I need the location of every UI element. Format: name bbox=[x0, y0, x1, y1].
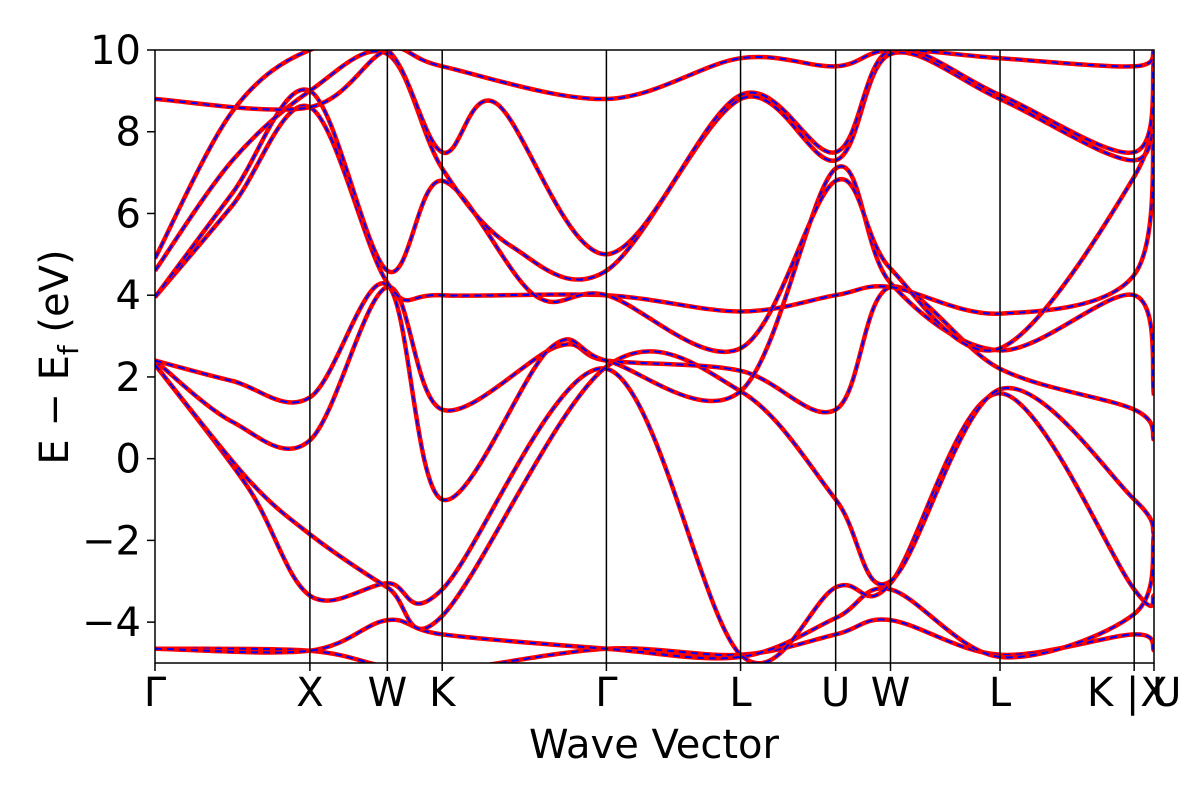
y-axis-title: E − Ef (eV) bbox=[32, 249, 85, 464]
y-tick-label-1: −2 bbox=[82, 518, 141, 564]
x-tick-label-0: Γ bbox=[144, 670, 167, 716]
y-tick-label-5: 6 bbox=[116, 191, 141, 237]
x-tick-label-10: X bbox=[1140, 670, 1167, 716]
plot-frame bbox=[154, 49, 1155, 664]
x-tick-label-1: X bbox=[296, 670, 323, 716]
x-tick-label-2: W bbox=[368, 670, 408, 716]
x-tick-label-5: L bbox=[729, 670, 752, 716]
band-line-5-blue bbox=[155, 165, 1154, 501]
y-tick-label-3: 2 bbox=[116, 355, 141, 401]
x-axis-title: Wave Vector bbox=[529, 722, 780, 768]
band-line-9-red bbox=[155, 50, 1154, 260]
band-line-2-blue bbox=[155, 364, 1154, 663]
x-tick-label-8: L bbox=[989, 670, 1012, 716]
band-line-5-red bbox=[155, 164, 1154, 502]
band-line-4-red bbox=[155, 284, 1154, 452]
x-tick-label-7: W bbox=[871, 670, 911, 716]
band-line-8-blue bbox=[155, 50, 1154, 281]
y-tick-label-2: 0 bbox=[116, 437, 141, 483]
y-axis: −4 −2 0 2 4 6 8 10 bbox=[82, 28, 155, 646]
y-tick-label-0: −4 bbox=[82, 600, 141, 646]
band-line-1-blue bbox=[155, 534, 1154, 660]
band-line-8-red bbox=[155, 50, 1154, 282]
band-line-2-red bbox=[155, 363, 1154, 663]
y-tick-label-7: 10 bbox=[90, 28, 141, 74]
band-line-4-blue bbox=[155, 285, 1154, 450]
band-line-10-blue bbox=[155, 50, 1154, 111]
band-line-0-blue bbox=[155, 618, 1154, 663]
x-tick-label-9: K | U bbox=[1087, 670, 1181, 716]
y-tick-label-4: 4 bbox=[116, 273, 141, 319]
x-tick-label-4: Γ bbox=[595, 670, 618, 716]
x-tick-label-3: K bbox=[429, 670, 457, 716]
x-tick-label-6: U bbox=[821, 670, 850, 716]
band-line-9-blue bbox=[155, 50, 1154, 259]
bands-layer bbox=[155, 50, 1154, 663]
band-line-0-red bbox=[155, 617, 1154, 663]
high-symmetry-lines bbox=[309, 50, 1135, 663]
band-line-1-red bbox=[155, 533, 1154, 661]
y-tick-label-6: 8 bbox=[116, 110, 141, 156]
